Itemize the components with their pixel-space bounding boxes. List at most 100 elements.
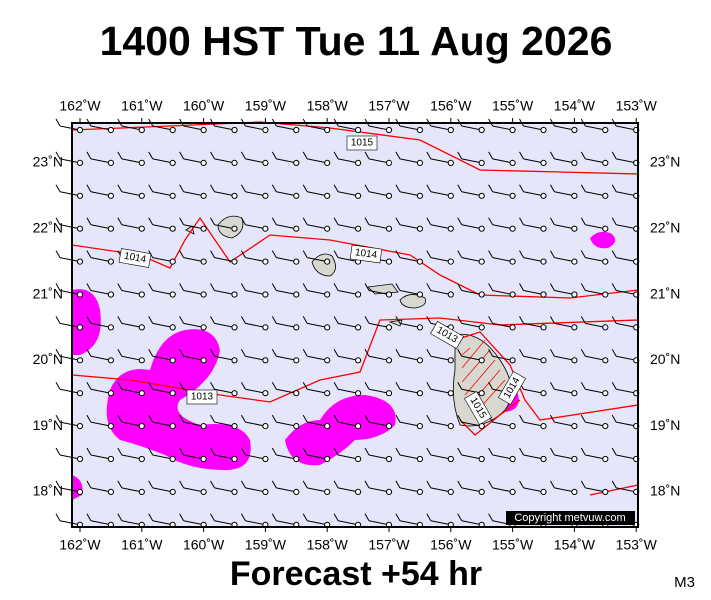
- barb-station: [324, 423, 331, 430]
- barb-flag: [333, 447, 339, 456]
- barb-station: [478, 357, 485, 364]
- barb-station: [169, 126, 176, 134]
- barb-staff: [338, 158, 359, 164]
- barb-flag: [302, 151, 308, 160]
- isobar-label-box: [464, 391, 492, 425]
- barb-staff: [523, 290, 544, 295]
- barb-flag: [240, 283, 246, 291]
- barb-flag: [210, 480, 215, 489]
- barb-staff: [399, 520, 420, 526]
- barb-staff: [90, 454, 111, 460]
- barb-staff: [430, 454, 451, 460]
- barb-staff: [59, 290, 81, 295]
- barb-flag: [426, 447, 432, 456]
- barb-staff: [430, 421, 451, 427]
- barb-station: [447, 225, 454, 232]
- copyright-box: [506, 511, 635, 525]
- barb-station: [138, 455, 145, 463]
- isobar-label: 1014: [118, 248, 152, 268]
- barb-staff: [430, 388, 451, 394]
- barb-station: [509, 126, 516, 134]
- barb-staff: [121, 191, 142, 197]
- barb-station: [416, 291, 423, 298]
- barb-staff: [307, 191, 328, 197]
- barb-flag: [580, 217, 586, 225]
- barb-station: [169, 390, 176, 397]
- barb-staff: [90, 158, 111, 164]
- barb-station: [200, 258, 207, 265]
- barb-flag: [611, 184, 617, 193]
- barb-staff: [616, 158, 637, 164]
- barb-station: [385, 455, 393, 463]
- barb-station: [509, 192, 516, 199]
- barb-station: [447, 455, 454, 463]
- barb-staff: [183, 454, 204, 460]
- barb-staff: [338, 355, 359, 361]
- barb-staff: [276, 520, 297, 526]
- barb-staff: [616, 388, 637, 394]
- barb-staff: [554, 158, 575, 164]
- barb-staff: [59, 322, 81, 328]
- barb-flag: [549, 283, 555, 291]
- barb-staff: [59, 191, 81, 197]
- barb-staff: [121, 520, 142, 526]
- barb-flag: [395, 217, 401, 225]
- barb-station: [447, 357, 454, 364]
- lat-label-right: 19˚N: [650, 417, 680, 433]
- barb-flag: [240, 250, 246, 258]
- barb-staff: [152, 355, 173, 361]
- barb-station: [76, 159, 84, 166]
- barb-staff: [616, 257, 637, 263]
- barb-station: [293, 423, 300, 430]
- barb-flag: [240, 480, 246, 489]
- barb-station: [76, 423, 84, 430]
- barb-staff: [152, 224, 173, 230]
- barb-station: [355, 126, 362, 134]
- barb-flag: [457, 250, 463, 258]
- barb-flag: [148, 217, 154, 225]
- barb-flag: [364, 447, 370, 456]
- barb-flag: [86, 316, 92, 324]
- barb-station: [571, 159, 578, 166]
- barb-station: [324, 291, 331, 298]
- barb-staff: [585, 125, 606, 131]
- barb-staff: [276, 421, 297, 427]
- barb-flag: [519, 283, 524, 291]
- barb-flag: [580, 283, 586, 291]
- barb-flag: [395, 513, 401, 522]
- barb-staff: [338, 290, 359, 295]
- barb-flag: [457, 381, 463, 390]
- barb-flag: [86, 480, 92, 489]
- isobar-label-box: [346, 135, 378, 151]
- barb-flag: [426, 480, 432, 489]
- barb-flag: [457, 414, 463, 423]
- barb-staff: [616, 125, 637, 131]
- barb-staff: [90, 290, 111, 295]
- map-frame: [71, 122, 639, 528]
- barb-flag: [240, 414, 246, 423]
- barb-flag: [488, 151, 494, 160]
- barb-flag: [364, 480, 370, 489]
- barb-staff: [121, 224, 142, 230]
- barb-station: [478, 126, 485, 134]
- barb-staff: [245, 257, 266, 263]
- barb-station: [540, 192, 547, 199]
- barb-staff: [430, 290, 451, 295]
- barb-station: [200, 324, 207, 331]
- barb-station: [416, 488, 423, 495]
- barb-staff: [430, 158, 451, 164]
- barb-flag: [395, 184, 401, 193]
- lon-label-bottom: 157˚W: [368, 537, 410, 553]
- barb-station: [540, 159, 547, 166]
- barb-station: [416, 324, 423, 331]
- barb-staff: [90, 257, 111, 263]
- barb-staff: [307, 224, 328, 230]
- barb-flag: [457, 151, 463, 160]
- barb-station: [262, 488, 269, 495]
- barb-staff: [245, 191, 266, 197]
- barb-staff: [276, 388, 297, 394]
- barb-staff: [245, 421, 266, 427]
- barb-staff: [183, 421, 204, 427]
- barb-flag: [333, 414, 339, 423]
- barb-staff: [307, 487, 328, 493]
